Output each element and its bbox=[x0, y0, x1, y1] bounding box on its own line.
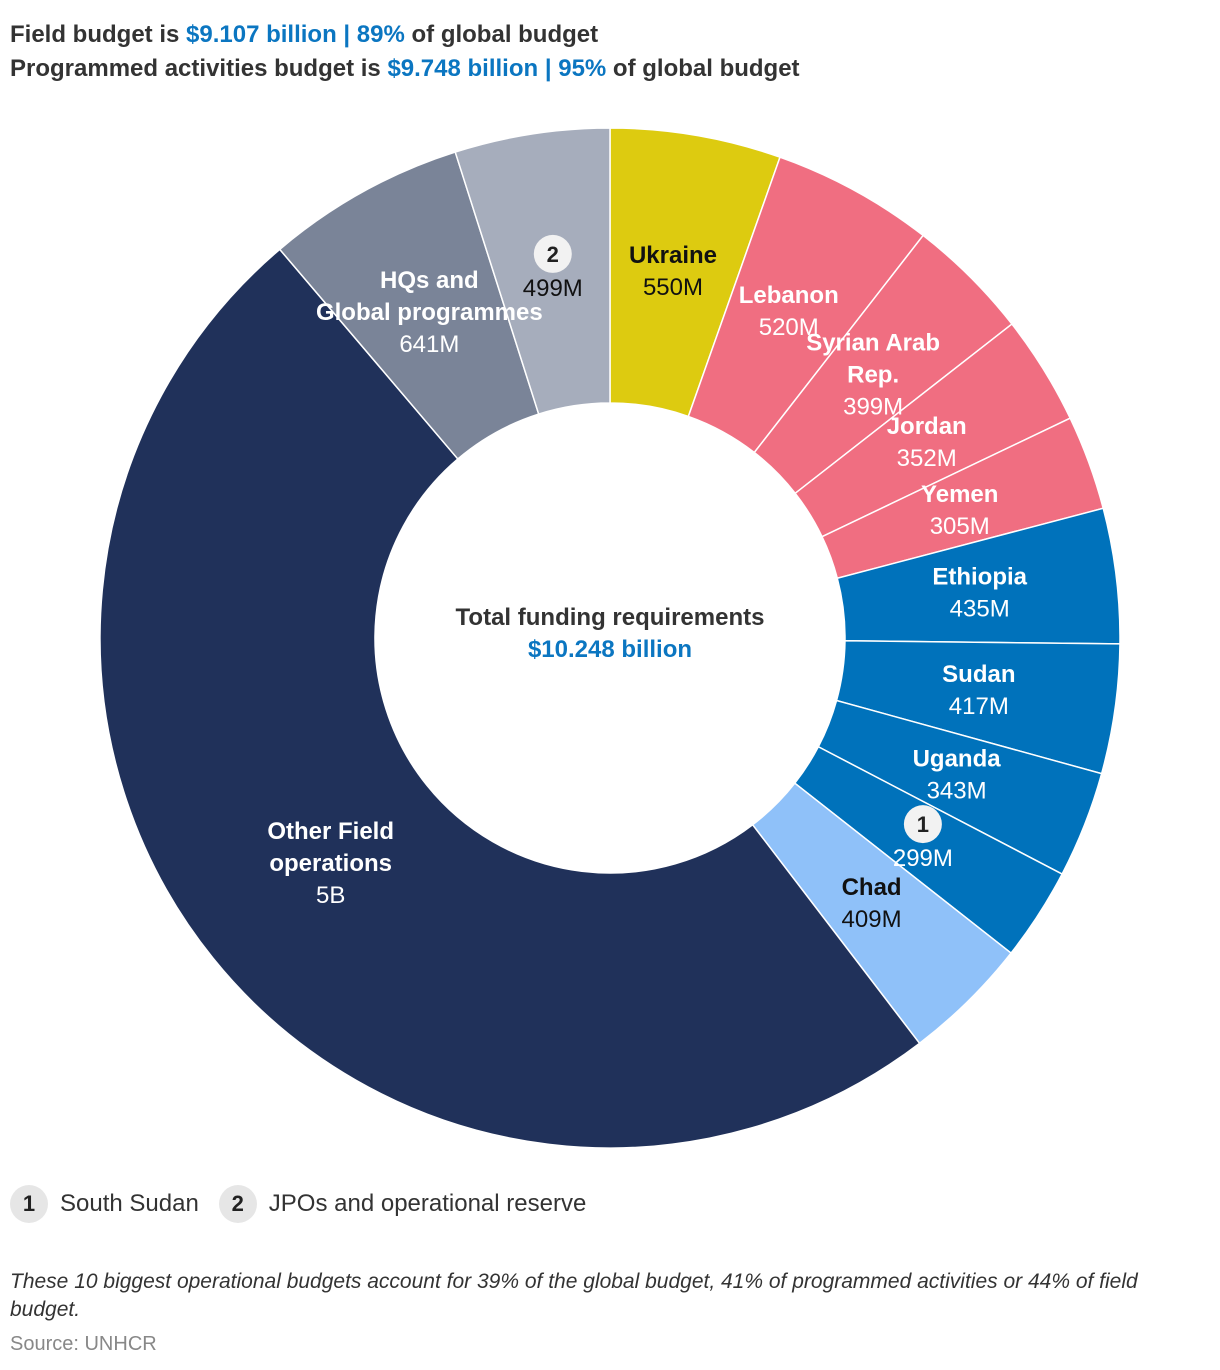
slice-label-lebanon: Lebanon bbox=[739, 282, 839, 309]
legend-label-1: South Sudan bbox=[60, 1190, 199, 1217]
programmed-budget-value: $9.748 billion | 95% bbox=[387, 55, 607, 82]
slice-label-ukraine: Ukraine bbox=[629, 242, 717, 269]
programmed-budget-suffix: of global budget bbox=[606, 55, 800, 82]
slice-label-uganda: Uganda bbox=[913, 746, 1002, 773]
chart-header: Field budget is $9.107 billion | 89% of … bbox=[10, 18, 800, 86]
slice-label-other-field-operations: Other Field bbox=[267, 818, 394, 845]
programmed-budget-line: Programmed activities budget is $9.748 b… bbox=[10, 52, 800, 86]
slice-value-syrian-arab-rep: 399M bbox=[843, 393, 903, 420]
field-budget-line: Field budget is $9.107 billion | 89% of … bbox=[10, 18, 800, 52]
slice-badge-2: 2 bbox=[547, 242, 559, 267]
slice-badge-2 bbox=[454, 127, 611, 416]
slice-value-jordan: 352M bbox=[897, 445, 957, 472]
slice-label-chad: Chad bbox=[842, 874, 902, 901]
slice-value-ethiopia: 435M bbox=[950, 595, 1010, 622]
slice-label-ethiopia: Ethiopia bbox=[932, 563, 1027, 590]
slice-value-other-field-operations: 5B bbox=[316, 882, 345, 909]
slice-value-chad: 409M bbox=[842, 906, 902, 933]
slice-value-badge-1: 299M bbox=[893, 845, 953, 872]
slice-value-hqs-and-global-programmes: 641M bbox=[399, 331, 459, 358]
center-value: $10.248 billion bbox=[528, 636, 692, 663]
field-budget-value: $9.107 billion | 89% bbox=[186, 21, 405, 48]
slice-label-syrian-arab-rep: Syrian Arab bbox=[806, 329, 940, 356]
slice-label-hqs-and-global-programmes: HQs and bbox=[380, 267, 479, 294]
legend-item-2: 2 JPOs and operational reserve bbox=[218, 1185, 587, 1223]
field-budget-text: Field budget is bbox=[10, 21, 187, 48]
programmed-budget-text: Programmed activities budget is bbox=[10, 55, 388, 82]
slice-value-sudan: 417M bbox=[949, 693, 1009, 720]
field-budget-suffix: of global budget bbox=[404, 21, 599, 48]
slice-other-field-operations bbox=[99, 248, 921, 1149]
slice-label-hqs-and-global-programmes: Global programmes bbox=[316, 299, 543, 326]
legend-item-1: 1 South Sudan bbox=[10, 1185, 199, 1223]
slice-label-jordan: Jordan bbox=[887, 413, 967, 440]
slice-badge-circle-2 bbox=[533, 234, 572, 273]
legend-badge-1: 1 bbox=[10, 1185, 48, 1223]
slice-value-lebanon: 520M bbox=[759, 314, 819, 341]
slice-value-yemen: 305M bbox=[930, 513, 990, 540]
slice-label-other-field-operations: operations bbox=[269, 850, 392, 877]
slice-value-badge-2: 499M bbox=[523, 275, 583, 302]
donut-slices bbox=[99, 127, 1121, 1149]
footnote: These 10 biggest operational budgets acc… bbox=[10, 1270, 1138, 1321]
slice-label-yemen: Yemen bbox=[921, 481, 998, 508]
center-title: Total funding requirements bbox=[456, 604, 765, 631]
slice-label-sudan: Sudan bbox=[942, 661, 1015, 688]
slice-badge-1: 1 bbox=[917, 812, 929, 837]
slice-label-syrian-arab-rep: Rep. bbox=[847, 361, 899, 388]
slice-value-ukraine: 550M bbox=[643, 274, 703, 301]
slice-value-uganda: 343M bbox=[927, 778, 987, 805]
slice-badge-circle-1 bbox=[903, 805, 942, 844]
source: Source: UNHCR bbox=[10, 1333, 157, 1355]
legend-label-2: JPOs and operational reserve bbox=[268, 1190, 587, 1217]
legend: 1 South Sudan 2 JPOs and operational res… bbox=[10, 1185, 606, 1223]
legend-badge-2: 2 bbox=[218, 1185, 257, 1223]
